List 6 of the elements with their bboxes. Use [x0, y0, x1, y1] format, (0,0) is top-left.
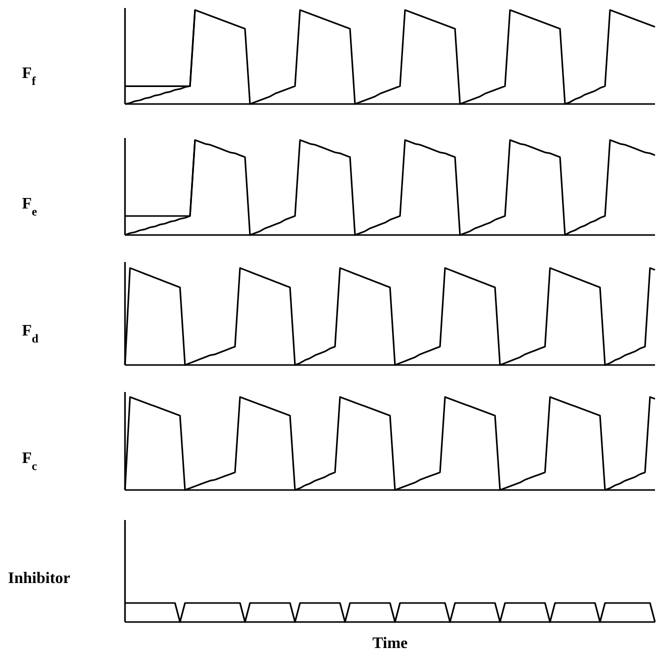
y-axis-title: F$_{f}$: [22, 65, 37, 88]
y-axis-title: F$_{e}$: [22, 196, 38, 218]
y-axis-title: F$_{c}$: [22, 450, 38, 473]
x-axis-title: Time: [372, 635, 408, 652]
y-axis-title: F$_{d}$: [22, 322, 39, 346]
y-axis-title: Inhibitor: [8, 570, 70, 587]
